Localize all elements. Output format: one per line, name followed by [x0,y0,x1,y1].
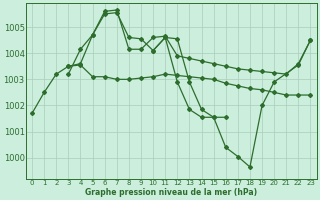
X-axis label: Graphe pression niveau de la mer (hPa): Graphe pression niveau de la mer (hPa) [85,188,257,197]
